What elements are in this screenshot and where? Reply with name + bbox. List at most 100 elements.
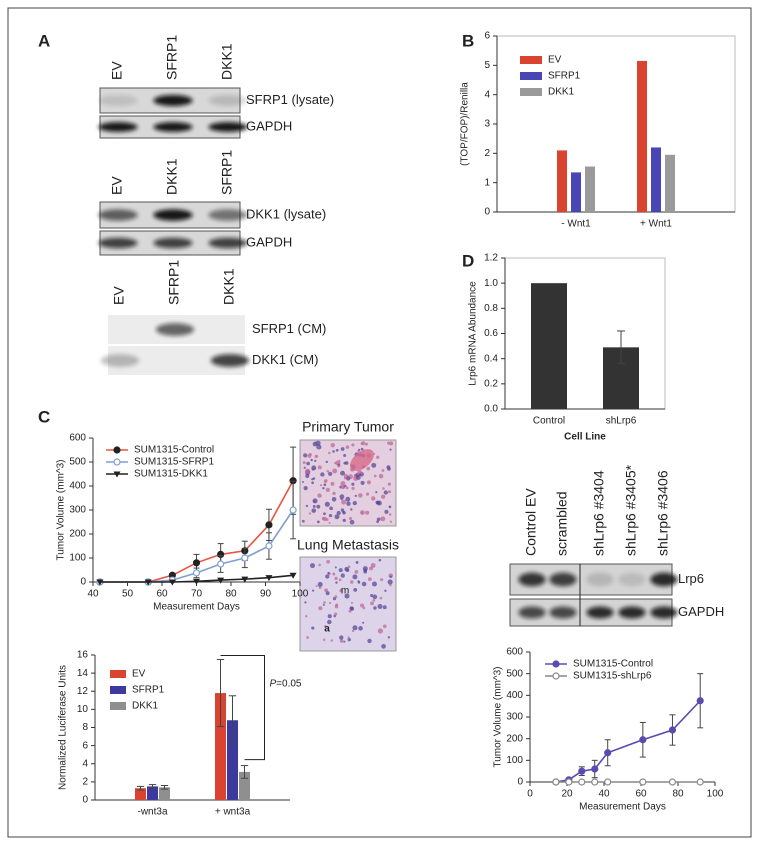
y-tick-label: 0 (80, 577, 86, 588)
histology-cell (351, 443, 355, 447)
histology-cell (340, 497, 343, 501)
histology-cell (329, 506, 333, 511)
y-tick-label: 1 (484, 177, 490, 188)
point (578, 778, 586, 786)
legend-marker (552, 672, 560, 680)
y-axis-label: Tumor Volume (mm^3) (56, 459, 67, 560)
histology-cell (357, 449, 361, 453)
histology-cell (302, 480, 305, 483)
histology-cell (321, 516, 326, 521)
point (578, 767, 586, 775)
histology-cell (348, 609, 352, 613)
histology-cell (308, 512, 312, 515)
bar (239, 771, 250, 800)
histology-cell (325, 574, 330, 579)
legend-swatch (520, 88, 542, 96)
x-tick-label: + Wnt1 (640, 219, 672, 230)
histology-cell (334, 595, 338, 599)
legend-label: SUM1315-shLrp6 (573, 671, 652, 682)
blot-band (153, 237, 193, 249)
figure-border (7, 7, 752, 838)
histology-cell (311, 465, 317, 471)
y-tick-label: 500 (69, 457, 86, 468)
histology-cell (302, 461, 306, 465)
histology-cell (330, 443, 335, 448)
point (289, 506, 297, 514)
y-tick-label: 2 (484, 148, 490, 159)
histology-cell (326, 469, 330, 473)
point (604, 749, 612, 757)
blot-band (549, 572, 577, 587)
point (265, 575, 273, 582)
lane-label: shLrp6 #3406 (655, 470, 671, 556)
histology-cell (330, 639, 334, 642)
histology-mark: m (341, 586, 349, 597)
histology-cell (347, 637, 351, 642)
point (565, 778, 573, 786)
blot-band (98, 95, 138, 106)
legend-label: SUM1315-SFRP1 (134, 457, 214, 468)
series-line (555, 700, 701, 783)
histology-cell (354, 569, 359, 574)
y-tick-label: 400 (506, 690, 523, 701)
histology-cell (305, 615, 308, 618)
histology-cell (328, 601, 332, 605)
histology-cell (311, 508, 317, 513)
legend-marker (552, 660, 560, 668)
blot-row-label: DKK1 (CM) (252, 352, 318, 367)
histology-cell (316, 520, 320, 524)
histology-cell (334, 461, 337, 465)
point (241, 576, 249, 583)
x-tick-label: 20 (561, 789, 573, 800)
histology-cell (343, 461, 347, 465)
bar (637, 60, 647, 212)
histology-cell (327, 619, 332, 625)
bar (227, 720, 238, 800)
histology-cell (376, 517, 381, 522)
histology-cell (389, 520, 393, 523)
histology-cell (372, 599, 376, 602)
histology-title: Lung Metastasis (297, 537, 399, 553)
histology-cell (328, 513, 333, 518)
y-tick-label: 100 (69, 553, 86, 564)
histology-cell (371, 496, 376, 501)
histology-cell (346, 501, 351, 506)
x-tick-label: + wnt3a (215, 807, 251, 818)
histology-cell (387, 482, 391, 486)
histology-mark: a (324, 624, 330, 635)
histology-cell (376, 520, 379, 524)
histology-cell (312, 441, 318, 447)
x-tick-label: 80 (672, 789, 684, 800)
blot-band (98, 237, 138, 249)
point (289, 572, 297, 579)
histology-cell (340, 447, 345, 451)
bar (159, 787, 170, 800)
histology-cell (311, 478, 314, 481)
histology-cell (306, 461, 310, 466)
histology-cell (311, 626, 315, 630)
histology-cell (318, 586, 322, 589)
bar (665, 154, 675, 212)
histology-cell (355, 475, 361, 480)
point (668, 778, 677, 786)
histology-cell (384, 589, 387, 592)
y-tick-label: 600 (69, 433, 86, 444)
histology-cell (340, 470, 346, 476)
bar (531, 283, 567, 409)
point (265, 542, 273, 550)
histology-cell (322, 487, 325, 490)
histology-cell (373, 474, 377, 478)
histology-feature (350, 449, 374, 471)
y-tick-label: 0.2 (484, 378, 498, 389)
histology-cell (381, 469, 385, 472)
histology-cell (350, 508, 353, 511)
histology-cell (345, 445, 350, 449)
histology-cell (325, 591, 330, 596)
bar (557, 150, 567, 212)
blot-band (208, 209, 248, 221)
histology-cell (345, 568, 350, 573)
histology-cell (332, 491, 336, 496)
histology-cell (351, 629, 355, 633)
histology-cell (330, 481, 335, 486)
x-tick-label: - Wnt1 (561, 219, 591, 230)
